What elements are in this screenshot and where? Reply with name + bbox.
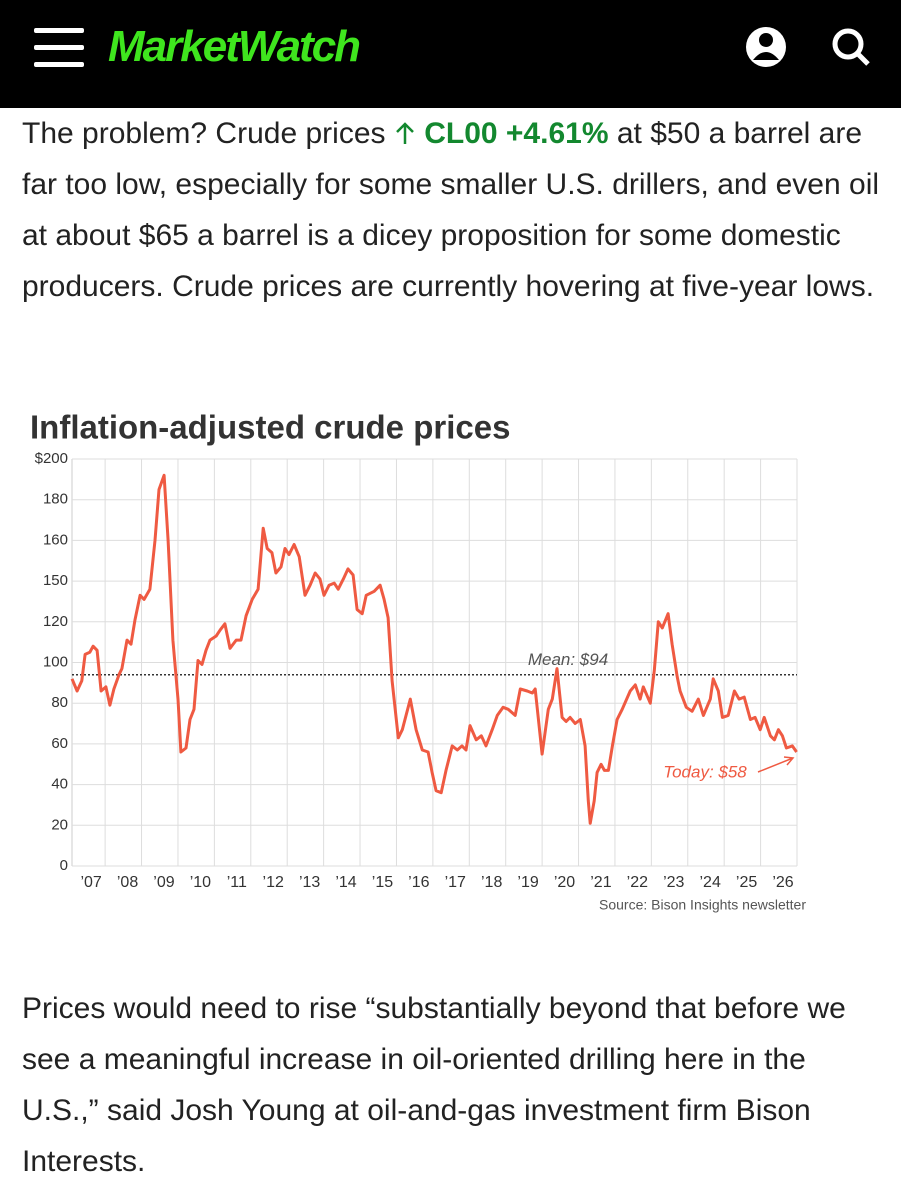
x-tick-label: ’07 [80, 874, 101, 891]
x-tick-label: ’24 [699, 874, 720, 891]
paragraph: The problem? Crude prices CL00 +4.61% at… [22, 108, 887, 312]
y-tick-label: $200 [35, 450, 68, 467]
x-tick-label: ’11 [227, 874, 247, 891]
y-tick-label: 0 [60, 857, 68, 874]
x-tick-label: ’17 [445, 874, 466, 891]
ticker-change: +4.61% [505, 117, 609, 150]
x-tick-label: ’26 [772, 874, 793, 891]
ticker-symbol: CL00 [424, 117, 498, 150]
y-tick-label: 150 [43, 572, 68, 589]
price-line [70, 473, 798, 825]
chart-source: Source: Bison Insights newsletter [599, 897, 806, 913]
today-label: Today: $58 [663, 762, 747, 781]
search-icon[interactable] [832, 28, 870, 66]
y-tick-label: 160 [43, 531, 68, 548]
x-tick-label: ’13 [299, 874, 320, 891]
x-tick-label: ’18 [481, 874, 502, 891]
y-tick-label: 60 [51, 735, 68, 752]
today-arrow [757, 756, 795, 773]
ticker[interactable]: CL00 +4.61% [394, 117, 609, 150]
x-tick-label: ’08 [117, 874, 138, 891]
mean-label: Mean: $94 [528, 650, 608, 669]
x-tick-label: ’16 [408, 874, 429, 891]
header-icons [34, 27, 870, 67]
y-tick-label: 40 [51, 776, 68, 793]
x-tick-label: ’15 [372, 874, 393, 891]
x-tick-label: ’25 [736, 874, 757, 891]
chart: Inflation-adjusted crude prices Source: … [30, 409, 806, 913]
x-tick-label: ’21 [590, 874, 611, 891]
menu-icon[interactable] [34, 28, 84, 67]
y-tick-label: 80 [51, 694, 68, 711]
user-icon[interactable] [746, 27, 786, 67]
x-tick-label: ’14 [335, 874, 356, 891]
logo[interactable]: MarketWatch [108, 22, 361, 71]
text: at $50 a barrel are far too low, especia… [22, 117, 880, 303]
up-arrow [395, 122, 414, 144]
x-tick-label: ’12 [263, 874, 284, 891]
y-tick-label: 120 [43, 613, 68, 630]
x-tick-label: ’09 [153, 874, 174, 891]
text: The problem? Crude prices [22, 117, 386, 150]
x-tick-label: ’20 [554, 874, 575, 891]
y-tick-label: 180 [43, 491, 68, 508]
chart-title: Inflation-adjusted crude prices [30, 409, 510, 446]
x-tick-label: ’23 [663, 874, 684, 891]
y-tick-label: 20 [51, 816, 68, 833]
x-tick-label: ’19 [517, 874, 538, 891]
x-tick-label: ’10 [190, 874, 211, 891]
header: MarketWatch [0, 0, 901, 108]
x-tick-label: ’22 [627, 874, 648, 891]
y-tick-label: 100 [43, 653, 68, 670]
paragraph: Prices would need to rise “substantially… [22, 992, 846, 1178]
